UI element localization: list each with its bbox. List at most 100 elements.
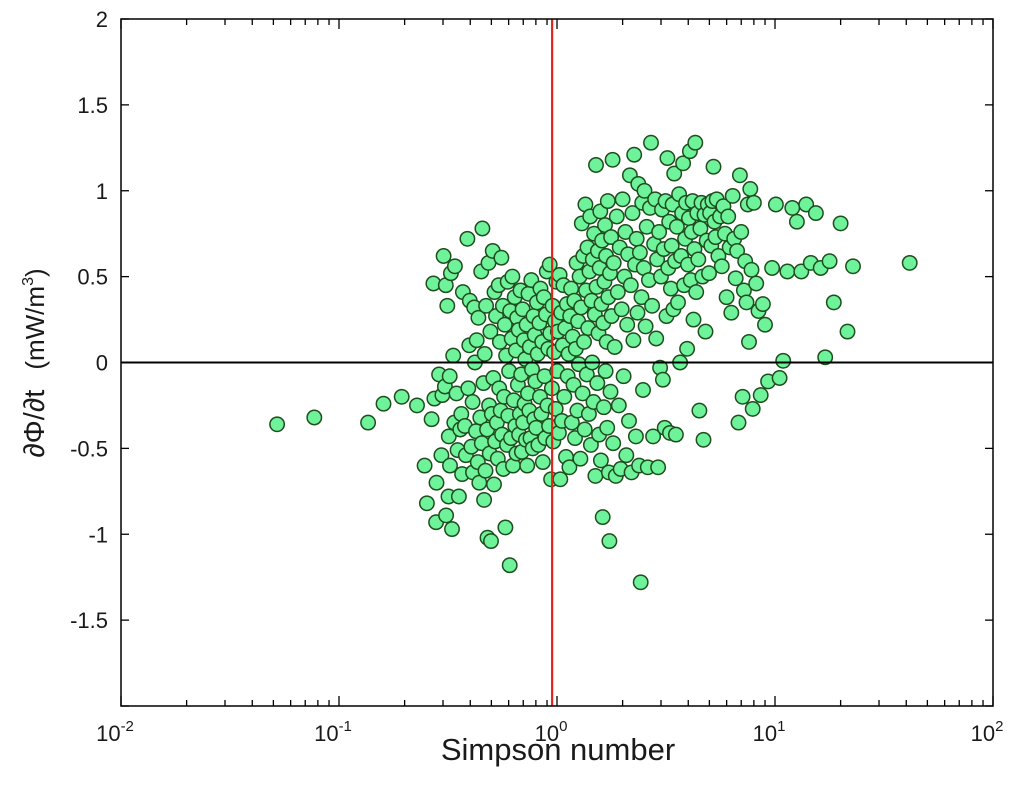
data-point bbox=[643, 134, 659, 151]
data-point bbox=[589, 375, 606, 392]
points-layer bbox=[269, 134, 918, 591]
data-point bbox=[541, 256, 558, 273]
data-point bbox=[306, 409, 323, 426]
data-point bbox=[597, 363, 614, 380]
data-point bbox=[821, 253, 838, 270]
y-tick-label: -1 bbox=[88, 522, 108, 547]
data-point bbox=[393, 388, 410, 405]
data-point bbox=[621, 412, 637, 429]
data-point bbox=[582, 436, 599, 453]
data-point bbox=[771, 370, 788, 386]
data-point bbox=[504, 268, 521, 285]
data-point bbox=[807, 205, 824, 222]
data-point bbox=[534, 454, 551, 471]
data-point bbox=[592, 452, 609, 469]
data-point bbox=[724, 187, 741, 204]
data-point bbox=[440, 428, 457, 445]
data-point bbox=[718, 289, 735, 306]
data-point bbox=[493, 249, 510, 266]
data-point bbox=[745, 194, 762, 211]
data-point bbox=[438, 507, 455, 524]
data-point bbox=[423, 411, 440, 428]
data-point bbox=[713, 258, 730, 275]
data-point bbox=[650, 459, 667, 476]
data-point bbox=[470, 309, 487, 326]
data-point bbox=[445, 347, 462, 364]
data-point bbox=[442, 457, 458, 474]
data-point bbox=[764, 260, 781, 276]
y-tick-label: 0.5 bbox=[77, 265, 108, 290]
data-point bbox=[817, 349, 834, 366]
data-point bbox=[729, 242, 746, 259]
data-point bbox=[601, 533, 618, 550]
data-point bbox=[723, 304, 740, 321]
y-tick-label: -0.5 bbox=[70, 436, 108, 461]
x-tick-label: 10-1 bbox=[314, 718, 352, 746]
data-point bbox=[744, 400, 761, 417]
data-point bbox=[627, 428, 644, 445]
data-point bbox=[486, 476, 502, 493]
data-point bbox=[625, 332, 642, 349]
data-point bbox=[483, 533, 499, 550]
data-point bbox=[779, 263, 796, 280]
data-point bbox=[637, 318, 654, 335]
data-point bbox=[446, 258, 463, 275]
data-point bbox=[587, 467, 604, 484]
data-point bbox=[839, 323, 856, 340]
data-point bbox=[742, 181, 759, 197]
data-point bbox=[468, 332, 485, 349]
data-point bbox=[687, 134, 704, 151]
data-point bbox=[767, 196, 784, 213]
data-point bbox=[628, 230, 645, 247]
data-point bbox=[727, 270, 744, 287]
data-point bbox=[409, 397, 425, 414]
data-point bbox=[450, 488, 467, 505]
data-point bbox=[439, 297, 456, 314]
data-point bbox=[701, 265, 717, 282]
data-point bbox=[636, 182, 653, 199]
data-point bbox=[599, 193, 616, 210]
data-point bbox=[632, 574, 649, 591]
data-point bbox=[418, 495, 435, 512]
data-point bbox=[572, 450, 589, 467]
data-point bbox=[705, 158, 722, 175]
data-point bbox=[615, 368, 632, 385]
data-point bbox=[482, 323, 499, 340]
data-point bbox=[690, 251, 707, 268]
data-point bbox=[477, 462, 494, 479]
data-point bbox=[603, 229, 620, 246]
data-point bbox=[685, 311, 702, 328]
data-point bbox=[734, 388, 751, 405]
data-point bbox=[651, 224, 668, 240]
x-tick-label: 102 bbox=[971, 718, 1004, 746]
data-point bbox=[613, 301, 630, 318]
data-point bbox=[675, 155, 692, 172]
data-point bbox=[599, 419, 616, 436]
data-point bbox=[731, 167, 748, 184]
data-point bbox=[595, 399, 612, 416]
data-point bbox=[730, 414, 747, 431]
data-point bbox=[631, 244, 648, 261]
y-tick-label: 0 bbox=[96, 351, 108, 376]
data-point bbox=[269, 416, 286, 433]
data-point bbox=[738, 294, 755, 311]
data-point bbox=[748, 275, 765, 292]
data-point bbox=[460, 380, 477, 397]
data-point bbox=[663, 237, 680, 254]
x-axis-label: Simpson number bbox=[441, 732, 675, 767]
data-point bbox=[695, 431, 712, 448]
data-point bbox=[635, 382, 651, 398]
data-point bbox=[519, 457, 536, 474]
data-point bbox=[606, 339, 623, 355]
data-point bbox=[428, 474, 445, 491]
data-point bbox=[629, 304, 646, 321]
data-point bbox=[659, 150, 676, 167]
data-point bbox=[670, 294, 686, 311]
data-point bbox=[832, 215, 849, 232]
data-point bbox=[654, 371, 671, 388]
data-point bbox=[435, 248, 452, 264]
x-tick-labels: 10-2 10-1 100 101 102 bbox=[96, 718, 1003, 746]
data-point bbox=[497, 519, 514, 536]
data-point bbox=[757, 316, 773, 333]
